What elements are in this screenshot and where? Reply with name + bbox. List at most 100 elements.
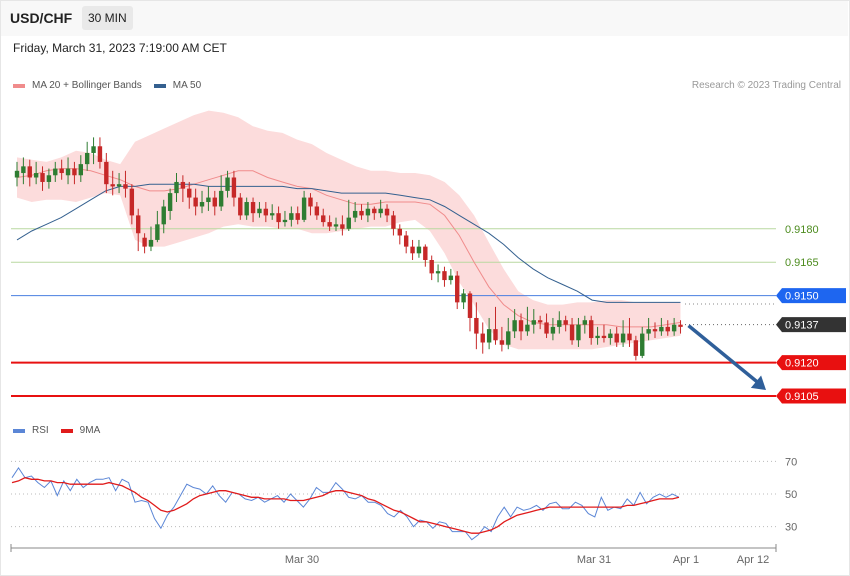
- candle: [180, 181, 186, 189]
- candle: [327, 222, 332, 227]
- candle: [33, 173, 39, 178]
- candle: [110, 184, 115, 187]
- level-tag-0-9150: [776, 288, 846, 304]
- candle: [518, 320, 524, 332]
- candle: [410, 246, 415, 254]
- candle: [601, 335, 607, 339]
- candle: [97, 146, 103, 162]
- candle: [340, 224, 345, 229]
- candle: [199, 202, 205, 207]
- candle: [416, 246, 422, 254]
- candle: [671, 324, 677, 332]
- candle: [506, 331, 511, 345]
- candle: [455, 275, 460, 303]
- main-legend: MA 20 + Bollinger Bands MA 50: [13, 80, 201, 91]
- candle: [346, 217, 351, 229]
- candle: [212, 197, 217, 207]
- candle: [640, 333, 645, 356]
- candle: [84, 152, 90, 165]
- candle: [442, 271, 447, 281]
- x-axis-label: Mar 30: [285, 554, 319, 566]
- candle: [480, 333, 485, 343]
- candle: [627, 333, 632, 341]
- level-label-0-9180: 0.9180: [785, 224, 819, 236]
- candle: [525, 324, 530, 332]
- candle: [167, 193, 173, 211]
- candle: [652, 329, 658, 332]
- candle: [435, 271, 441, 274]
- candle: [589, 320, 594, 339]
- candle: [136, 215, 141, 234]
- candle: [608, 333, 613, 339]
- candle: [238, 197, 243, 216]
- legend-swatch-rsi-ma: [60, 428, 73, 433]
- candle: [206, 197, 211, 203]
- candle: [474, 317, 479, 334]
- candle: [461, 293, 466, 303]
- candle: [595, 335, 600, 339]
- candle: [429, 260, 434, 274]
- forecast-arrow-shaft: [687, 324, 763, 387]
- candle: [72, 168, 77, 176]
- candle: [646, 329, 651, 334]
- candle: [161, 206, 166, 225]
- x-axis-label: Apr 12: [737, 554, 769, 566]
- candle: [391, 215, 396, 229]
- candle: [270, 213, 275, 216]
- candle: [91, 146, 96, 153]
- candle: [65, 168, 71, 176]
- level-label-0-9105: 0.9105: [785, 391, 819, 403]
- legend-label-ma50: MA 50: [172, 80, 202, 91]
- candle: [467, 293, 473, 318]
- candle: [614, 333, 619, 343]
- candle: [116, 184, 122, 187]
- candle: [104, 161, 109, 185]
- candle: [148, 239, 154, 247]
- candle: [403, 235, 409, 247]
- legend-label-ma20: MA 20 + Bollinger Bands: [32, 80, 142, 91]
- level-label-0-9120: 0.9120: [785, 358, 819, 370]
- candle: [321, 215, 326, 223]
- candle: [187, 188, 192, 198]
- timeframe-button[interactable]: 30 MIN: [82, 6, 133, 30]
- candle: [557, 320, 562, 327]
- legend-label-rsi-ma: 9MA: [79, 425, 101, 436]
- candle: [244, 202, 249, 216]
- candle: [123, 184, 128, 189]
- candle: [372, 208, 377, 214]
- instrument-title: USD/CHF: [10, 10, 73, 26]
- candle: [550, 326, 556, 334]
- candle: [314, 206, 320, 216]
- candle: [397, 228, 402, 236]
- candle: [193, 197, 198, 207]
- candle: [576, 324, 581, 341]
- level-tag-0-9137: [776, 317, 846, 333]
- candle: [301, 197, 307, 220]
- rsi-level-label-50: 50: [785, 489, 797, 501]
- header-bar: [1, 1, 848, 36]
- rsi-level-label-70: 70: [785, 456, 797, 468]
- legend-swatch-ma20: [13, 83, 25, 88]
- candle: [282, 219, 288, 223]
- candle: [365, 208, 371, 216]
- candle: [155, 224, 160, 240]
- level-label-0-9137: 0.9137: [785, 320, 819, 332]
- legend-swatch-ma50: [153, 83, 166, 88]
- candles-group: [14, 137, 683, 361]
- candle: [544, 322, 549, 334]
- candle: [142, 237, 147, 247]
- candle: [14, 170, 20, 178]
- candle: [531, 320, 536, 325]
- timestamp: Friday, March 31, 2023 7:19:00 AM CET: [13, 41, 227, 55]
- candle: [384, 208, 390, 216]
- candle: [59, 168, 64, 174]
- rsi-ma-line: [11, 477, 680, 534]
- candle: [289, 213, 294, 220]
- candle: [678, 324, 683, 327]
- candle: [231, 177, 237, 198]
- rsi-level-label-30: 30: [785, 522, 797, 534]
- candle: [257, 208, 262, 214]
- candle: [493, 329, 498, 341]
- candle: [352, 210, 358, 218]
- candle: [21, 166, 26, 174]
